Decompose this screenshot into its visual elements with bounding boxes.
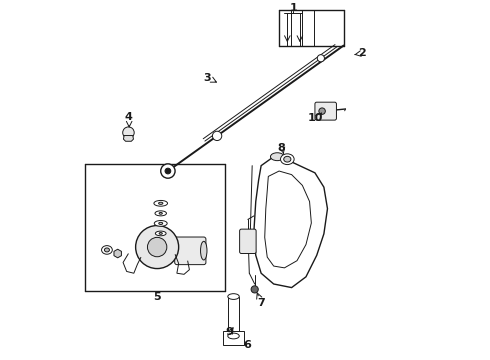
Ellipse shape bbox=[228, 294, 239, 300]
Ellipse shape bbox=[154, 201, 168, 206]
Ellipse shape bbox=[154, 221, 167, 226]
Circle shape bbox=[213, 131, 222, 140]
Ellipse shape bbox=[280, 154, 294, 165]
Ellipse shape bbox=[159, 233, 162, 234]
Ellipse shape bbox=[159, 202, 163, 204]
Text: 6: 6 bbox=[243, 340, 251, 350]
Ellipse shape bbox=[155, 211, 167, 216]
Ellipse shape bbox=[200, 241, 207, 260]
Ellipse shape bbox=[284, 156, 291, 162]
Text: 7: 7 bbox=[257, 298, 265, 308]
Text: 10: 10 bbox=[307, 113, 322, 123]
Text: 5: 5 bbox=[153, 292, 161, 302]
Ellipse shape bbox=[101, 246, 112, 254]
Text: 4: 4 bbox=[124, 112, 132, 122]
FancyBboxPatch shape bbox=[175, 237, 206, 265]
Text: 2: 2 bbox=[358, 48, 366, 58]
Text: 3: 3 bbox=[203, 73, 211, 83]
Ellipse shape bbox=[159, 222, 163, 225]
Circle shape bbox=[136, 226, 179, 269]
Text: 1: 1 bbox=[290, 3, 297, 13]
Text: 9: 9 bbox=[225, 327, 233, 337]
Circle shape bbox=[161, 164, 175, 178]
Polygon shape bbox=[254, 157, 327, 288]
Circle shape bbox=[318, 55, 324, 62]
FancyBboxPatch shape bbox=[315, 102, 337, 120]
Ellipse shape bbox=[159, 212, 162, 214]
Ellipse shape bbox=[270, 153, 284, 161]
Circle shape bbox=[165, 168, 171, 174]
FancyBboxPatch shape bbox=[240, 229, 256, 253]
Circle shape bbox=[147, 237, 167, 257]
Bar bbox=[223, 330, 244, 345]
Bar bbox=[228, 297, 239, 336]
Circle shape bbox=[251, 286, 258, 293]
Ellipse shape bbox=[104, 248, 109, 252]
Circle shape bbox=[319, 108, 325, 114]
Ellipse shape bbox=[228, 333, 239, 339]
Ellipse shape bbox=[155, 231, 166, 236]
Circle shape bbox=[122, 127, 134, 138]
Text: 8: 8 bbox=[277, 143, 285, 153]
Polygon shape bbox=[123, 135, 133, 141]
